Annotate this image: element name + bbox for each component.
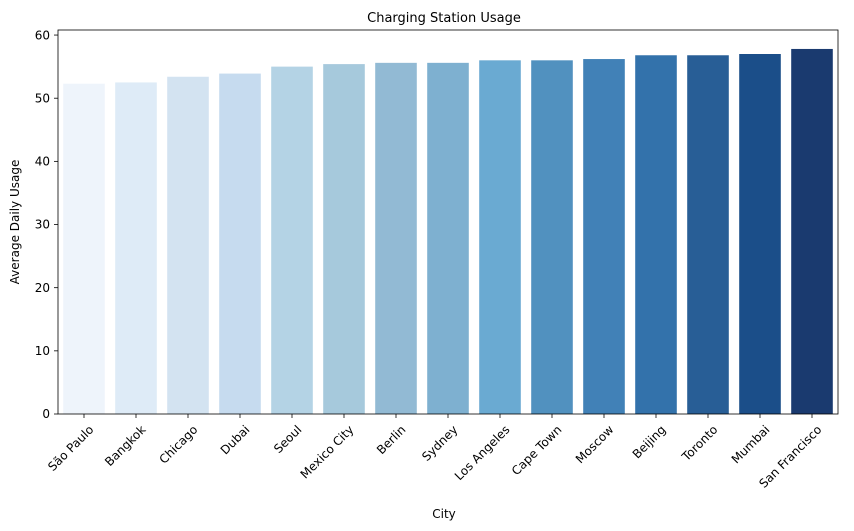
bar-10	[583, 59, 625, 415]
x-tick-label-2: Chicago	[156, 423, 200, 467]
bar-1	[115, 82, 157, 415]
y-tick-label-4: 40	[35, 155, 50, 169]
x-axis-label: City	[432, 507, 456, 521]
x-tick-label-0: São Paulo	[45, 423, 96, 474]
x-axis-ticks: São Paulo Bangkok Chicago Dubai SeoulMexico …	[45, 414, 824, 491]
plot-frame	[57, 29, 839, 415]
bar-12	[687, 55, 729, 414]
bars-group	[63, 48, 833, 415]
bar-13	[739, 54, 781, 414]
x-tick-label-4: Seoul	[271, 423, 304, 456]
bar-9	[531, 60, 573, 414]
bar-8	[479, 60, 521, 414]
x-tick-label-1: Bangkok	[102, 423, 148, 469]
bar-6	[375, 62, 417, 415]
x-tick-label-7: Sydney	[419, 423, 460, 464]
y-axis-ticks: 0 10 20 30 40 50 60	[35, 28, 58, 421]
bar-11	[635, 55, 677, 414]
y-tick-label-6: 60	[35, 28, 50, 42]
bar-5	[323, 64, 365, 415]
y-axis-label: Average Daily Usage	[8, 160, 22, 285]
x-tick-label-11: Beijing	[630, 423, 669, 462]
x-tick-label-6: Berlin	[374, 423, 409, 458]
x-tick-label-3: Dubai	[218, 423, 253, 458]
y-tick-label-5: 50	[35, 91, 50, 105]
bar-7	[427, 62, 469, 415]
y-tick-label-3: 30	[35, 218, 50, 232]
bar-3	[219, 73, 261, 414]
bar-0	[63, 83, 105, 415]
x-tick-label-8: Los Angeles	[452, 423, 513, 484]
bar-4	[271, 66, 313, 414]
bar-14	[791, 48, 833, 414]
y-tick-label-2: 20	[35, 281, 50, 295]
x-tick-label-13: Mumbai	[729, 423, 773, 467]
y-tick-label-1: 10	[35, 344, 50, 358]
x-tick-label-9: Cape Town	[509, 423, 565, 479]
x-tick-label-10: Moscow	[573, 422, 617, 466]
x-tick-label-5: Mexico City	[298, 423, 357, 482]
bar-2	[167, 76, 209, 415]
y-tick-label-0: 0	[42, 407, 50, 421]
chart-title: Charging Station Usage	[367, 11, 521, 26]
x-tick-label-12: Toronto	[679, 423, 721, 465]
